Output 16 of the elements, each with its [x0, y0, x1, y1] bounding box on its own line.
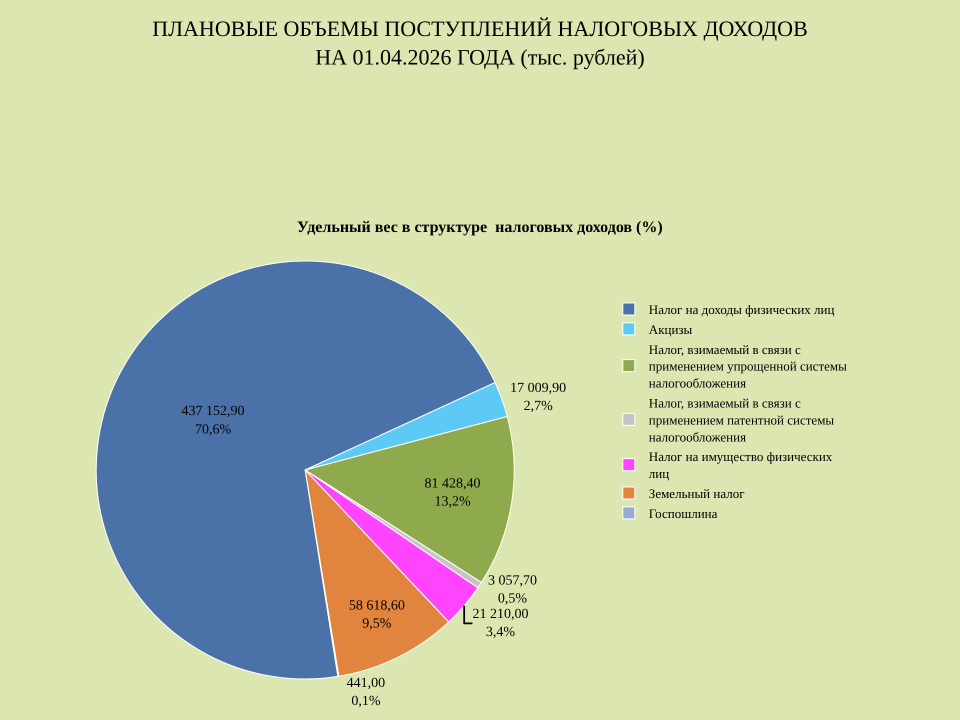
- data-label: 437 152,90 70,6%: [182, 404, 245, 438]
- legend-label: Земельный налог: [648, 486, 745, 502]
- chart-subtitle: Удельный вес в структуре налоговых доходов (%): [297, 219, 663, 236]
- legend-label: Налог на доходы физических лиц: [648, 302, 834, 318]
- legend-label: Налог, взимаемый в связи с применением патентной системы налогообложения: [648, 396, 834, 444]
- data-label: 3 057,70 0,5%: [488, 574, 537, 607]
- data-label: 58 618,60 9,5%: [348, 598, 405, 632]
- legend-label: Акцизы: [648, 322, 693, 337]
- data-label: 21 210,00 3,4%: [472, 606, 528, 640]
- legend-label: Налог на имущество физических лиц: [648, 449, 833, 482]
- data-label: 17 009,90 2,7%: [510, 380, 566, 414]
- data-label: 441,00 0,1%: [346, 676, 386, 710]
- data-label: 81 428,40 13,2%: [424, 476, 481, 510]
- legend-label: Госпошлина: [648, 506, 718, 521]
- legend-label: Налог, взимаемый в связи с применением упрощенной системы налогообложения: [648, 342, 848, 391]
- chart-title: ПЛАНОВЫЕ ОБЪЕМЫ ПОСТУПЛЕНИЙ НАЛОГОВЫХ ДОХОДОВ НА 01.04.2026 ГОДА (тыс. рублей): [152, 16, 808, 70]
